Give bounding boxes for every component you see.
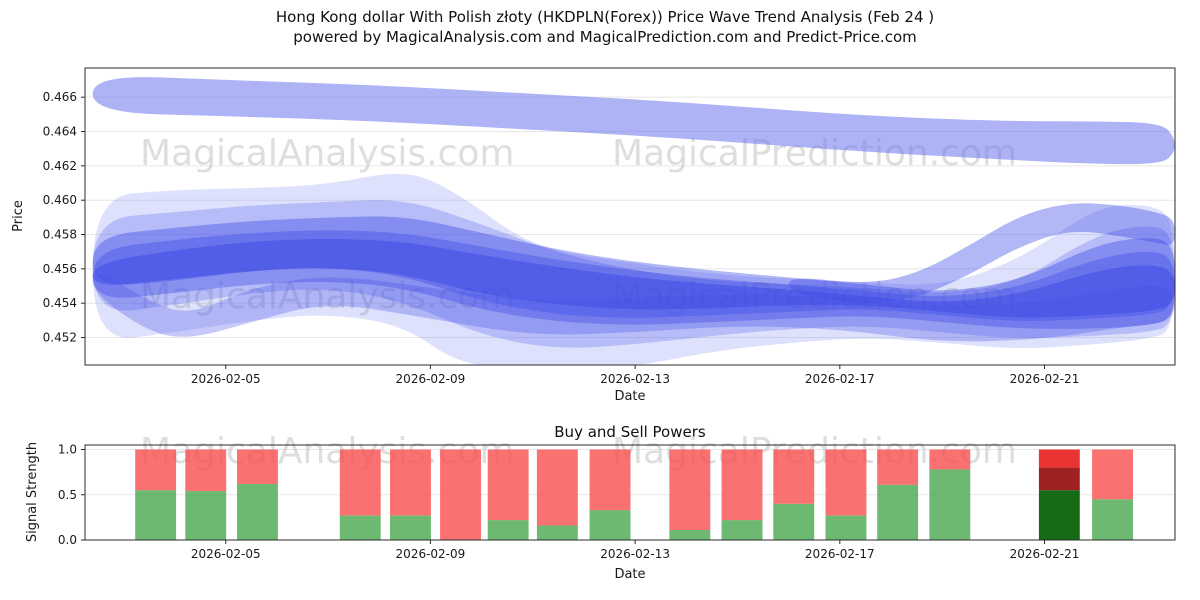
sell-bar: [825, 449, 867, 516]
buy-sell-chart-title: Buy and Sell Powers: [554, 423, 706, 441]
power-xtick-label: 2026-02-05: [191, 547, 261, 561]
sell-bar: [185, 449, 227, 492]
power-plot-border: [84, 444, 1176, 541]
sell-bar: [589, 449, 631, 511]
price-xtick-label: 2026-02-09: [396, 372, 466, 386]
band-mid-envelope: [92, 200, 1175, 348]
special-bar-segment: [1038, 449, 1080, 468]
sell-bar: [669, 449, 711, 530]
price-ytick-label: 0.466: [43, 90, 77, 104]
buy-bar: [773, 503, 815, 540]
buy-bar: [877, 484, 919, 540]
buy-bar: [929, 469, 971, 540]
buy-bar: [135, 490, 177, 540]
sell-bar: [877, 449, 919, 485]
power-yaxis-label: Signal Strength: [25, 442, 40, 542]
price-ytick-label: 0.452: [43, 331, 77, 345]
power-xtick-label: 2026-02-13: [600, 547, 670, 561]
power-ytick-label: 1.0: [58, 443, 77, 457]
sell-bar: [339, 449, 381, 516]
price-chart-gridlines: [85, 96, 1175, 339]
price-xaxis-label: Date: [614, 389, 645, 404]
band-outer-envelope: [92, 173, 1175, 365]
power-ytick-label: 0.0: [58, 533, 77, 547]
sell-bar: [929, 449, 971, 470]
price-yaxis-label: Price: [11, 200, 26, 232]
buy-bar: [825, 515, 867, 540]
price-ytick-label: 0.458: [43, 228, 77, 242]
power-chart-axes: 0.0 0.5 1.0 2026-02-05 2026-02-09 2026-02-13 2…: [58, 443, 1176, 561]
sell-bar: [135, 449, 177, 491]
buy-bar: [589, 510, 631, 540]
power-xaxis-label: Date: [614, 567, 645, 582]
band-core-band-b: [92, 230, 1175, 329]
price-xtick-label: 2026-02-21: [1010, 372, 1080, 386]
sell-bar: [237, 449, 278, 484]
buy-bar: [669, 530, 711, 540]
band-right-rise-strand: [788, 203, 1175, 303]
power-xtick-label: 2026-02-09: [396, 547, 466, 561]
price-wave-bands: [92, 77, 1175, 365]
price-chart-axes: 0.452 0.454 0.456 0.458 0.460 0.462 0.464 0.466…: [43, 67, 1176, 386]
buy-bar: [487, 520, 529, 540]
buy-bar: [237, 483, 278, 540]
figure-title-line2: powered by MagicalAnalysis.com and Magic…: [293, 28, 917, 46]
buy-bar: [390, 515, 431, 540]
watermark-prediction-top-2: MagicalPrediction.com: [612, 276, 1017, 317]
power-xtick-label: 2026-02-17: [805, 547, 875, 561]
figure-title-line1: Hong Kong dollar With Polish złoty (HKDP…: [276, 8, 934, 26]
watermark-analysis-top-1: MagicalAnalysis.com: [140, 133, 514, 174]
band-core-band-a: [92, 216, 1175, 321]
power-ytick-label: 0.5: [58, 488, 77, 502]
buy-bar: [339, 515, 381, 540]
buy-bar: [721, 520, 763, 540]
sell-bar: [390, 449, 431, 516]
buy-bar: [1092, 499, 1133, 540]
price-plot-border: [84, 67, 1176, 366]
sell-bar: [536, 449, 578, 526]
price-xtick-label: 2026-02-05: [191, 372, 261, 386]
sell-bar: [773, 449, 815, 504]
price-xtick-label: 2026-02-13: [600, 372, 670, 386]
band-upper-forecast-band: [92, 77, 1175, 165]
special-bar-segment: [1038, 467, 1080, 491]
band-core-band-c: [92, 238, 1175, 318]
price-xtick-label: 2026-02-17: [805, 372, 875, 386]
sell-bar: [1092, 449, 1133, 500]
band-lower-strand: [92, 274, 1175, 342]
sell-bar: [721, 449, 763, 521]
buy-bar: [185, 491, 227, 540]
price-ytick-label: 0.454: [43, 296, 77, 310]
watermark-analysis-top-2: MagicalAnalysis.com: [140, 276, 514, 317]
sell-bar: [487, 449, 529, 521]
price-ytick-label: 0.462: [43, 159, 77, 173]
price-ytick-label: 0.464: [43, 125, 77, 139]
special-bar-segment: [1038, 490, 1080, 540]
buy-bar: [536, 525, 578, 540]
buy-sell-bars: [135, 449, 1133, 540]
price-ytick-label: 0.456: [43, 262, 77, 276]
price-ytick-label: 0.460: [43, 193, 77, 207]
power-xtick-label: 2026-02-21: [1010, 547, 1080, 561]
sell-bar: [440, 449, 481, 540]
